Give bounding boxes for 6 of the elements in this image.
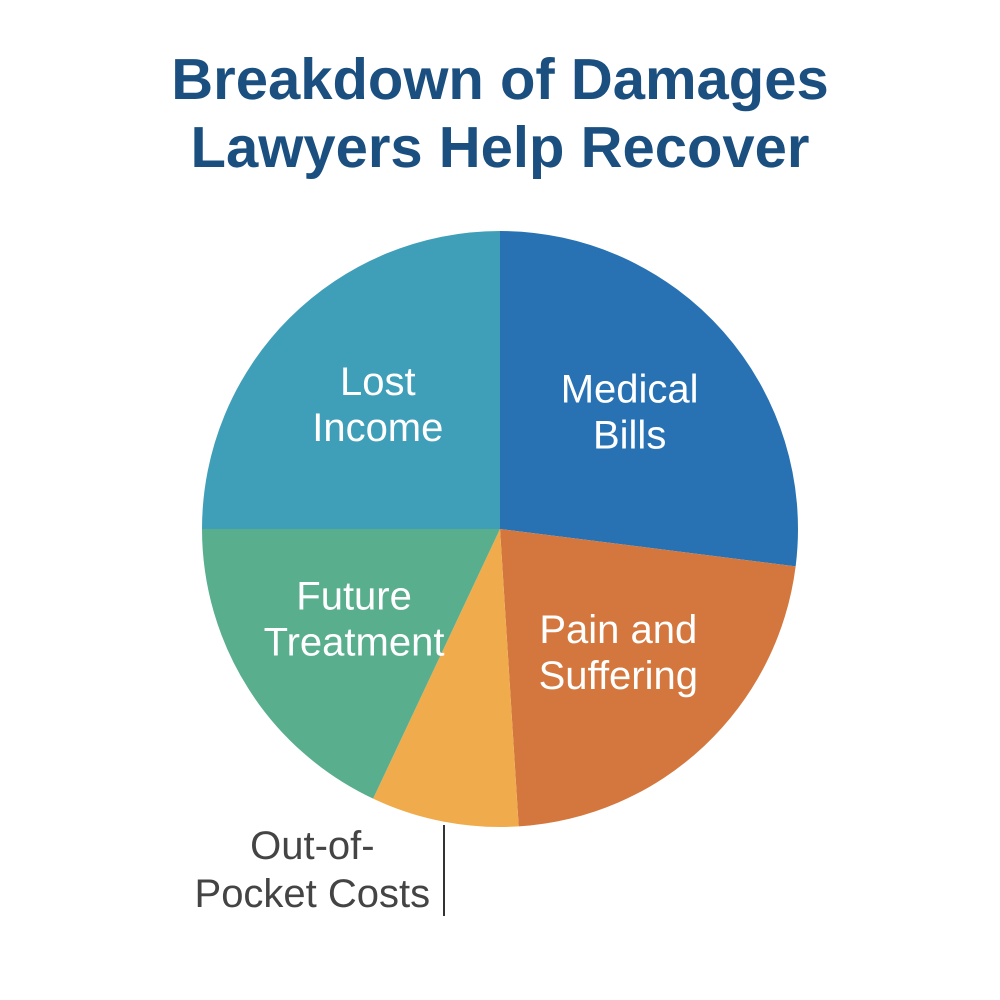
slice-label: Pain and Suffering <box>538 608 698 698</box>
slice-label: Lost Income <box>312 360 444 450</box>
slice-label: Medical Bills <box>560 368 699 458</box>
slice-label: Out-of-Pocket Costs <box>194 824 430 916</box>
chart-title: Breakdown of Damages Lawyers Help Recover <box>170 46 830 182</box>
slice-label: Future Treatment <box>264 574 444 665</box>
